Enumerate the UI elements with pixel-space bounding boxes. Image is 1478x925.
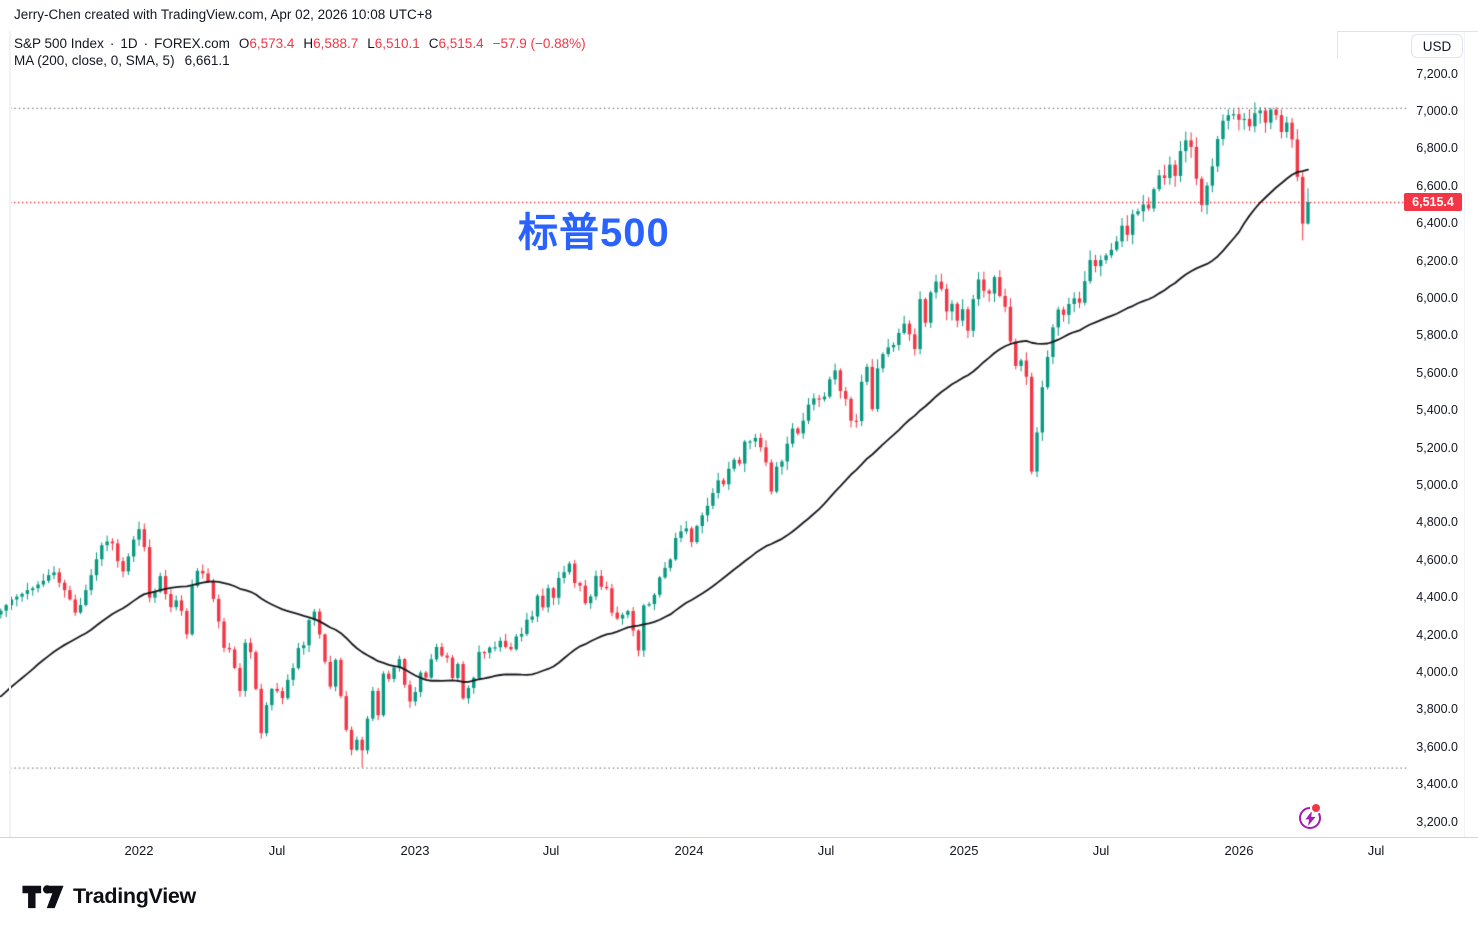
ma-label: MA (200, close, 0, SMA, 5): [14, 53, 175, 68]
symbol-interval: 1D: [120, 36, 138, 51]
price-axis-label: 3,400.0: [1416, 777, 1458, 792]
pane-left-edge: [9, 31, 11, 837]
price-axis-label: 4,000.0: [1416, 664, 1458, 679]
flash-button[interactable]: [1299, 804, 1322, 829]
price-axis-label: 7,000.0: [1416, 103, 1458, 118]
low-value: 6,510.1: [374, 36, 420, 51]
tradingview-logo[interactable]: TradingView: [22, 882, 196, 910]
time-axis-year-label: 2024: [674, 843, 704, 858]
price-axis-label: 6,600.0: [1416, 178, 1458, 193]
price-axis-label: 4,400.0: [1416, 590, 1458, 605]
lightning-icon: [1304, 810, 1316, 826]
change-value: −57.9 (−0.88%): [492, 36, 586, 51]
axis-right-edge: [1464, 32, 1465, 837]
close-value: 6,515.4: [438, 36, 484, 51]
time-axis-year-label: 2025: [949, 843, 979, 858]
tradingview-logo-text: TradingView: [73, 883, 196, 908]
open-label: O: [238, 36, 250, 51]
time-axis-line: [0, 837, 1478, 838]
time-axis-month-label: Jul: [1092, 843, 1110, 858]
time-axis[interactable]: 2022 Jul 2023 Jul 2024 Jul 2025 Jul 2026 Jul: [0, 838, 1478, 868]
price-axis-label: 5,000.0: [1416, 477, 1458, 492]
attribution: Jerry-Chen created with TradingView.com,…: [14, 7, 433, 22]
axis-header-notch: [1337, 31, 1338, 58]
axis-header-line: [1337, 31, 1478, 32]
time-axis-year-label: 2026: [1224, 843, 1254, 858]
time-axis-month-label: Jul: [268, 843, 286, 858]
price-axis-label: 4,200.0: [1416, 627, 1458, 642]
high-label: H: [303, 36, 314, 51]
price-axis-label: 6,200.0: [1416, 253, 1458, 268]
symbol-exchange: FOREX.com: [154, 36, 230, 51]
price-axis-label: 5,800.0: [1416, 328, 1458, 343]
price-axis-label: 5,600.0: [1416, 365, 1458, 380]
price-axis-label: 4,800.0: [1416, 515, 1458, 530]
ma-legend[interactable]: MA (200, close, 0, SMA, 5) 6,661.1: [14, 53, 230, 68]
low-label: L: [367, 36, 375, 51]
high-value: 6,588.7: [313, 36, 359, 51]
time-axis-month-label: Jul: [542, 843, 560, 858]
price-axis-label: 3,600.0: [1416, 739, 1458, 754]
price-axis-label: 3,800.0: [1416, 702, 1458, 717]
close-label: C: [428, 36, 439, 51]
price-axis-label: 6,000.0: [1416, 290, 1458, 305]
price-axis-label: 6,800.0: [1416, 141, 1458, 156]
price-axis-label: 6,400.0: [1416, 216, 1458, 231]
notification-dot: [1312, 804, 1320, 812]
price-axis-label: 5,200.0: [1416, 440, 1458, 455]
legend-separator: ·: [143, 36, 149, 51]
time-axis-year-label: 2022: [124, 843, 154, 858]
currency-toggle-usd[interactable]: USD: [1411, 34, 1463, 58]
time-axis-year-label: 2023: [400, 843, 430, 858]
symbol-title: S&P 500 Index: [14, 36, 104, 51]
time-axis-month-label: Jul: [817, 843, 835, 858]
flash-circle-icon: [1299, 807, 1321, 829]
price-axis-label: 7,200.0: [1416, 66, 1458, 81]
tradingview-logo-icon: [22, 882, 64, 910]
price-axis-label: 5,400.0: [1416, 403, 1458, 418]
last-price-badge: 6,515.4: [1404, 193, 1462, 212]
price-axis-label: 3,200.0: [1416, 814, 1458, 829]
open-value: 6,573.4: [249, 36, 295, 51]
legend-separator: ·: [109, 36, 115, 51]
symbol-legend[interactable]: S&P 500 Index · 1D · FOREX.com O6,573.4 …: [14, 36, 586, 51]
ma-value: 6,661.1: [184, 53, 230, 68]
time-axis-month-label: Jul: [1367, 843, 1385, 858]
price-axis[interactable]: 6,515.4 7,200.0 7,000.0 6,800.0 6,600.0 6,40…: [1404, 0, 1478, 837]
price-axis-label: 4,600.0: [1416, 552, 1458, 567]
